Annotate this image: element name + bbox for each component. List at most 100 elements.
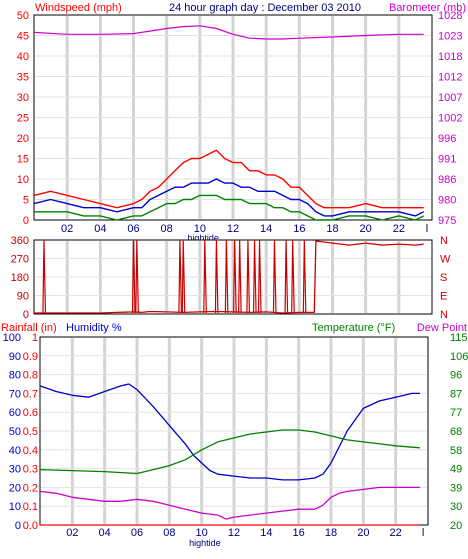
wind-x-tick: 18 bbox=[326, 223, 338, 235]
wind-x-tick: 10 bbox=[194, 223, 206, 235]
humidity-y-tick: 70 bbox=[9, 388, 21, 400]
temperature-y-tick: 115 bbox=[450, 332, 468, 344]
humidity-y-tick: 10 bbox=[9, 501, 21, 513]
compass-tick: S bbox=[440, 272, 447, 284]
direction-y-tick: 0 bbox=[23, 309, 29, 321]
climate-x-tick: 10 bbox=[196, 527, 208, 539]
wind-y-tick: 45 bbox=[17, 31, 29, 43]
wind-direction-spike bbox=[233, 239, 237, 313]
compass-tick: E bbox=[440, 291, 447, 303]
wind-y-tick: 40 bbox=[17, 51, 29, 63]
climate-x-tick: l bbox=[422, 527, 424, 539]
compass-tick: N bbox=[440, 309, 448, 321]
temperature-y-tick: 30 bbox=[450, 501, 462, 513]
dew-point-line bbox=[39, 486, 420, 520]
wind-y-tick: 20 bbox=[17, 133, 29, 145]
wind-direction-spike bbox=[224, 239, 229, 313]
wind-average-line bbox=[33, 178, 425, 217]
wind-direction-spike bbox=[238, 239, 242, 313]
wind-x-tick: 14 bbox=[260, 223, 272, 235]
barometer-y-tick: 1023 bbox=[438, 31, 462, 43]
temperature-y-tick: 39 bbox=[450, 482, 462, 494]
wind-y-tick: 5 bbox=[23, 195, 29, 207]
compass-tick: W bbox=[440, 254, 451, 266]
wind-direction-spike bbox=[178, 239, 183, 313]
direction-y-tick: 270 bbox=[11, 254, 29, 266]
wind-y-tick: 25 bbox=[17, 113, 29, 125]
wind-y-tick: 10 bbox=[17, 174, 29, 186]
rainfall-y-tick: 0.1 bbox=[23, 501, 38, 513]
barometer-y-tick: 1012 bbox=[438, 72, 462, 84]
direction-y-tick: 180 bbox=[11, 272, 29, 284]
wind-direction-spike bbox=[291, 239, 295, 313]
wind-left-axis-label: Windspeed (mph) bbox=[35, 2, 122, 14]
humidity-y-tick: 30 bbox=[9, 464, 21, 476]
rainfall-y-tick: 0.8 bbox=[23, 370, 38, 382]
wind-y-tick: 35 bbox=[17, 72, 29, 84]
temperature-y-tick: 96 bbox=[450, 370, 462, 382]
direction-y-tick: 90 bbox=[17, 291, 29, 303]
wind-direction-spike bbox=[131, 239, 136, 313]
barometer-y-tick: 975 bbox=[438, 215, 456, 227]
temperature-axis-label: Temperature (°F) bbox=[312, 322, 395, 334]
temperature-f-line bbox=[39, 429, 420, 475]
wind-direction-spike bbox=[203, 239, 207, 313]
climate-x-tick: 02 bbox=[66, 527, 78, 539]
rainfall-y-tick: 0.4 bbox=[23, 445, 38, 457]
barometer-axis-label: Barometer (mb) bbox=[389, 2, 466, 14]
wind-direction-spike bbox=[42, 239, 47, 313]
climate-x-tick: 16 bbox=[293, 527, 305, 539]
rainfall-axis-label: Rainfall (in) bbox=[1, 322, 57, 334]
temperature-y-tick: 87 bbox=[450, 388, 462, 400]
barometer-mb-line bbox=[33, 25, 424, 40]
climate-x-tick: 14 bbox=[260, 527, 272, 539]
humidity-y-tick: 90 bbox=[9, 351, 21, 363]
wind-x-tick: 12 bbox=[227, 223, 239, 235]
humidity-axis-label: Humidity % bbox=[66, 322, 122, 334]
wind-y-tick: 50 bbox=[17, 10, 29, 22]
compass-tick: N bbox=[440, 235, 448, 247]
rainfall-y-tick: 0.5 bbox=[23, 426, 38, 438]
humidity-y-tick: 40 bbox=[9, 445, 21, 457]
humidity-y-tick: 100 bbox=[3, 332, 21, 344]
barometer-y-tick: 996 bbox=[438, 133, 456, 145]
climate-x-tick: 06 bbox=[131, 527, 143, 539]
wind-direction-spike bbox=[302, 239, 307, 313]
wind-y-tick: 30 bbox=[17, 92, 29, 104]
humidity-y-tick: 0 bbox=[15, 520, 21, 532]
wind-x-tick: 16 bbox=[293, 223, 305, 235]
wind-direction-spike bbox=[257, 239, 262, 313]
temperature-y-tick: 49 bbox=[450, 464, 462, 476]
wind-x-tick: 22 bbox=[393, 223, 405, 235]
wind-y-tick: 15 bbox=[17, 154, 29, 166]
humidity-y-tick: 60 bbox=[9, 407, 21, 419]
climate-x-tick: 22 bbox=[390, 527, 402, 539]
humidity-y-tick: 50 bbox=[9, 426, 21, 438]
rainfall-y-tick: 1 bbox=[32, 332, 38, 344]
climate-x-tick: 12 bbox=[228, 527, 240, 539]
rainfall-y-tick: 0.9 bbox=[23, 351, 38, 363]
rainfall-y-tick: 0.0 bbox=[23, 520, 38, 532]
humidity-y-tick: 80 bbox=[9, 370, 21, 382]
wind-direction-spike bbox=[214, 239, 219, 313]
wind-direction-spike bbox=[252, 239, 257, 313]
wind-direction-spike bbox=[181, 239, 186, 313]
dewpoint-axis-label: Dew Point bbox=[417, 322, 467, 334]
barometer-y-tick: 1018 bbox=[438, 51, 462, 63]
windspeed-mph-line bbox=[33, 149, 424, 209]
rainfall-y-tick: 0.6 bbox=[23, 407, 38, 419]
wind-x-tick: l bbox=[426, 223, 428, 235]
barometer-y-tick: 980 bbox=[438, 195, 456, 207]
climate-x-tick: 18 bbox=[325, 527, 337, 539]
barometer-y-tick: 991 bbox=[438, 154, 456, 166]
barometer-y-tick: 1002 bbox=[438, 113, 462, 125]
wind-y-tick: 0 bbox=[23, 215, 29, 227]
rainfall-y-tick: 0.7 bbox=[23, 388, 38, 400]
wind-x-tick: 02 bbox=[61, 223, 73, 235]
temperature-y-tick: 68 bbox=[450, 426, 462, 438]
wind-hightide-label: hightide bbox=[187, 233, 219, 243]
barometer-y-tick: 1007 bbox=[438, 92, 462, 104]
humidity-line bbox=[39, 383, 420, 481]
temperature-y-tick: 106 bbox=[450, 351, 468, 363]
